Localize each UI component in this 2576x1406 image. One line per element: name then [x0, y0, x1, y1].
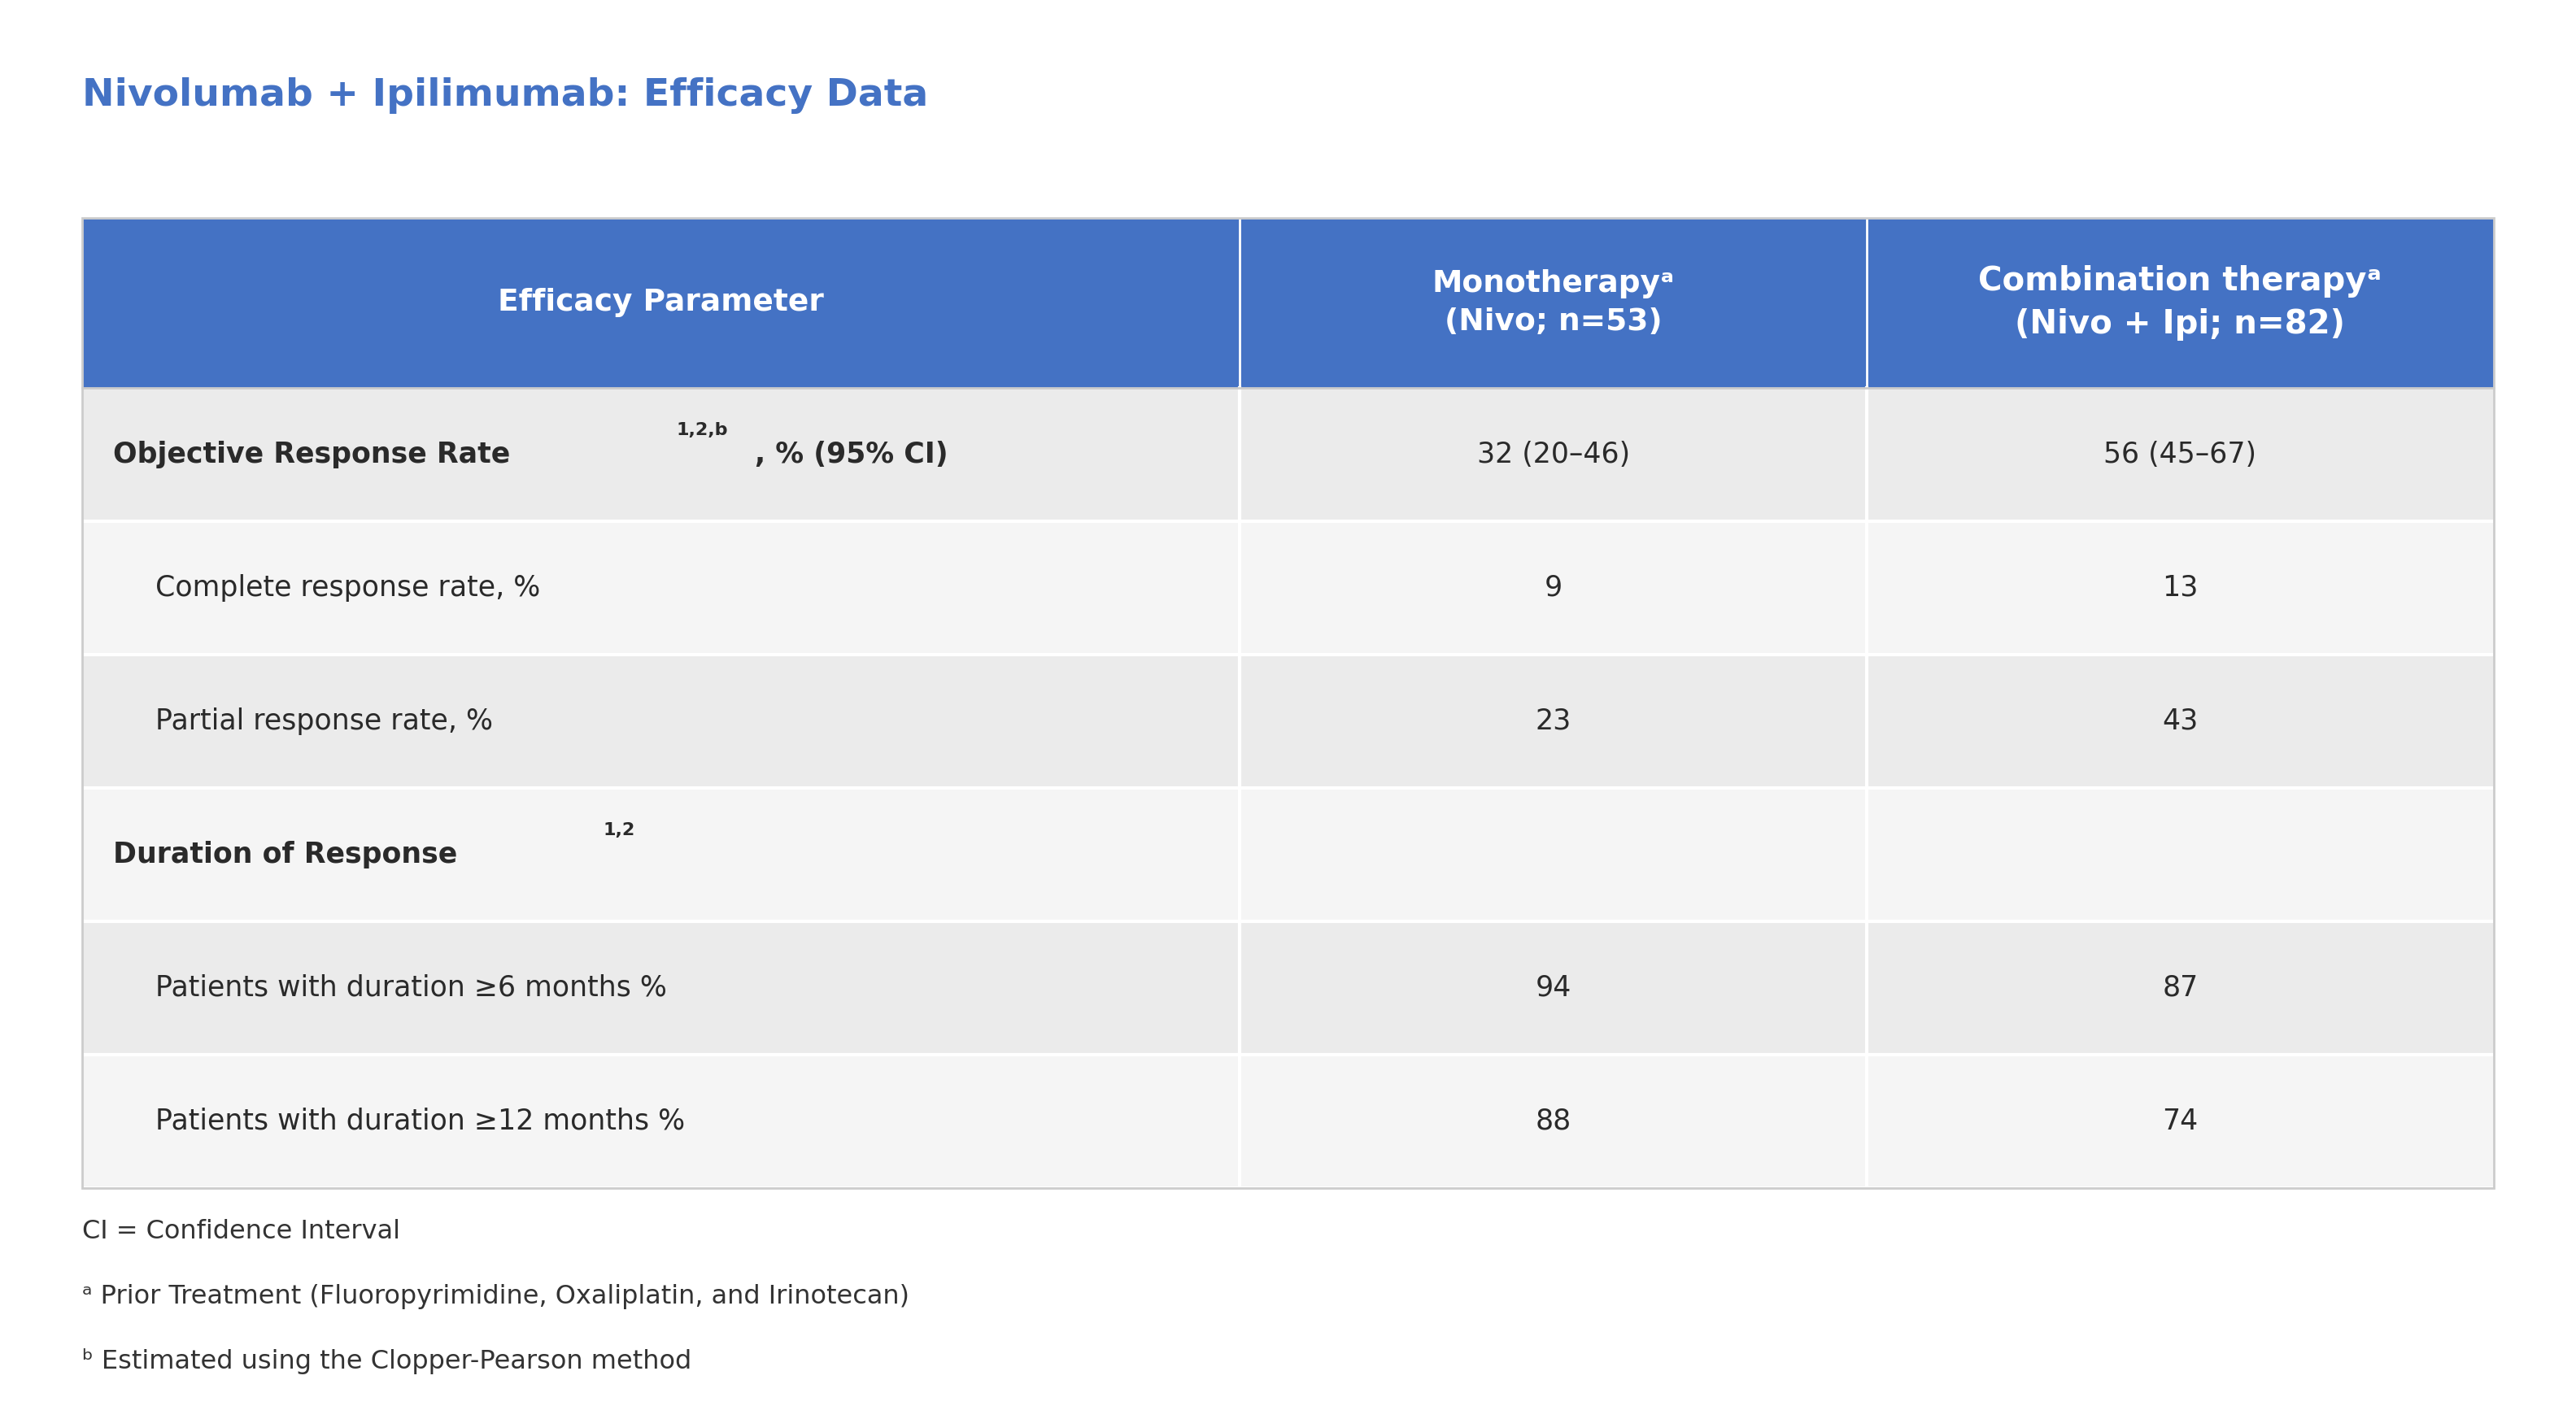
Text: , % (95% CI): , % (95% CI) — [755, 440, 948, 468]
Bar — [82, 655, 2494, 787]
Text: 88: 88 — [1535, 1108, 1571, 1135]
Text: Duration of Response: Duration of Response — [113, 841, 459, 869]
Text: 74: 74 — [2161, 1108, 2197, 1135]
Text: 87: 87 — [2161, 974, 2197, 1002]
Text: Partial response rate, %: Partial response rate, % — [129, 707, 492, 735]
Text: Complete response rate, %: Complete response rate, % — [129, 574, 541, 602]
Text: 94: 94 — [1535, 974, 1571, 1002]
Bar — [82, 787, 2494, 921]
Text: Monotherapyᵃ
(Nivo; n=53): Monotherapyᵃ (Nivo; n=53) — [1432, 269, 1674, 336]
Text: 23: 23 — [1535, 707, 1571, 735]
Text: Patients with duration ≥6 months %: Patients with duration ≥6 months % — [129, 974, 667, 1002]
Bar — [82, 218, 2494, 388]
Text: 43: 43 — [2161, 707, 2197, 735]
Text: 56 (45–67): 56 (45–67) — [2105, 440, 2257, 468]
Text: Efficacy Parameter: Efficacy Parameter — [497, 288, 824, 318]
Text: CI = Confidence Interval: CI = Confidence Interval — [82, 1219, 399, 1244]
Text: 32 (20–46): 32 (20–46) — [1476, 440, 1631, 468]
Bar — [82, 218, 2494, 1188]
Text: 13: 13 — [2161, 574, 2197, 602]
Text: Combination therapyᵃ
(Nivo + Ipi; n=82): Combination therapyᵃ (Nivo + Ipi; n=82) — [1978, 266, 2383, 340]
Text: Patients with duration ≥12 months %: Patients with duration ≥12 months % — [129, 1108, 685, 1135]
Bar — [82, 522, 2494, 655]
Text: ᵃ Prior Treatment (Fluoropyrimidine, Oxaliplatin, and Irinotecan): ᵃ Prior Treatment (Fluoropyrimidine, Oxa… — [82, 1284, 909, 1309]
Bar — [82, 921, 2494, 1054]
Text: Objective Response Rate: Objective Response Rate — [113, 440, 510, 468]
Bar — [82, 1054, 2494, 1188]
Text: 1,2: 1,2 — [603, 823, 634, 839]
Text: Nivolumab + Ipilimumab: Efficacy Data: Nivolumab + Ipilimumab: Efficacy Data — [82, 77, 927, 114]
Bar — [82, 388, 2494, 522]
Text: ᵇ Estimated using the Clopper-Pearson method: ᵇ Estimated using the Clopper-Pearson me… — [82, 1348, 693, 1375]
Text: 1,2,b: 1,2,b — [675, 422, 729, 439]
Text: 9: 9 — [1543, 574, 1561, 602]
